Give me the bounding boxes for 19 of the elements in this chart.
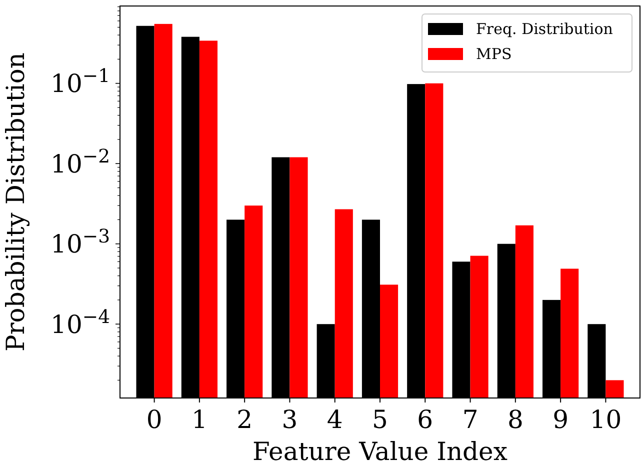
x-tick-label: 3 [282,405,298,434]
x-tick-label: 1 [191,405,208,434]
y-tick-label: 10$^{−4}$ [50,306,110,339]
legend-label: Freq. Distribution [476,20,614,38]
x-axis-title: Feature Value Index [252,437,508,466]
y-axis-title: Probability Distribution [1,52,30,352]
y-tick-label: 10$^{−3}$ [50,226,110,259]
x-tick-label: 6 [417,405,434,434]
y-tick-label: 10$^{−2}$ [50,146,110,178]
y-tick-label: 10$^{−1}$ [50,66,110,98]
x-tick-label: 4 [326,405,343,434]
x-tick-label: 10 [590,405,622,434]
x-tick-label: 7 [462,405,478,434]
x-tick-label: 8 [507,405,524,434]
x-tick-label: 5 [372,405,388,434]
x-tick-label: 0 [146,405,162,434]
x-tick-label: 2 [236,405,253,434]
x-tick-label: 9 [552,405,569,434]
legend-label: MPS [476,45,512,63]
